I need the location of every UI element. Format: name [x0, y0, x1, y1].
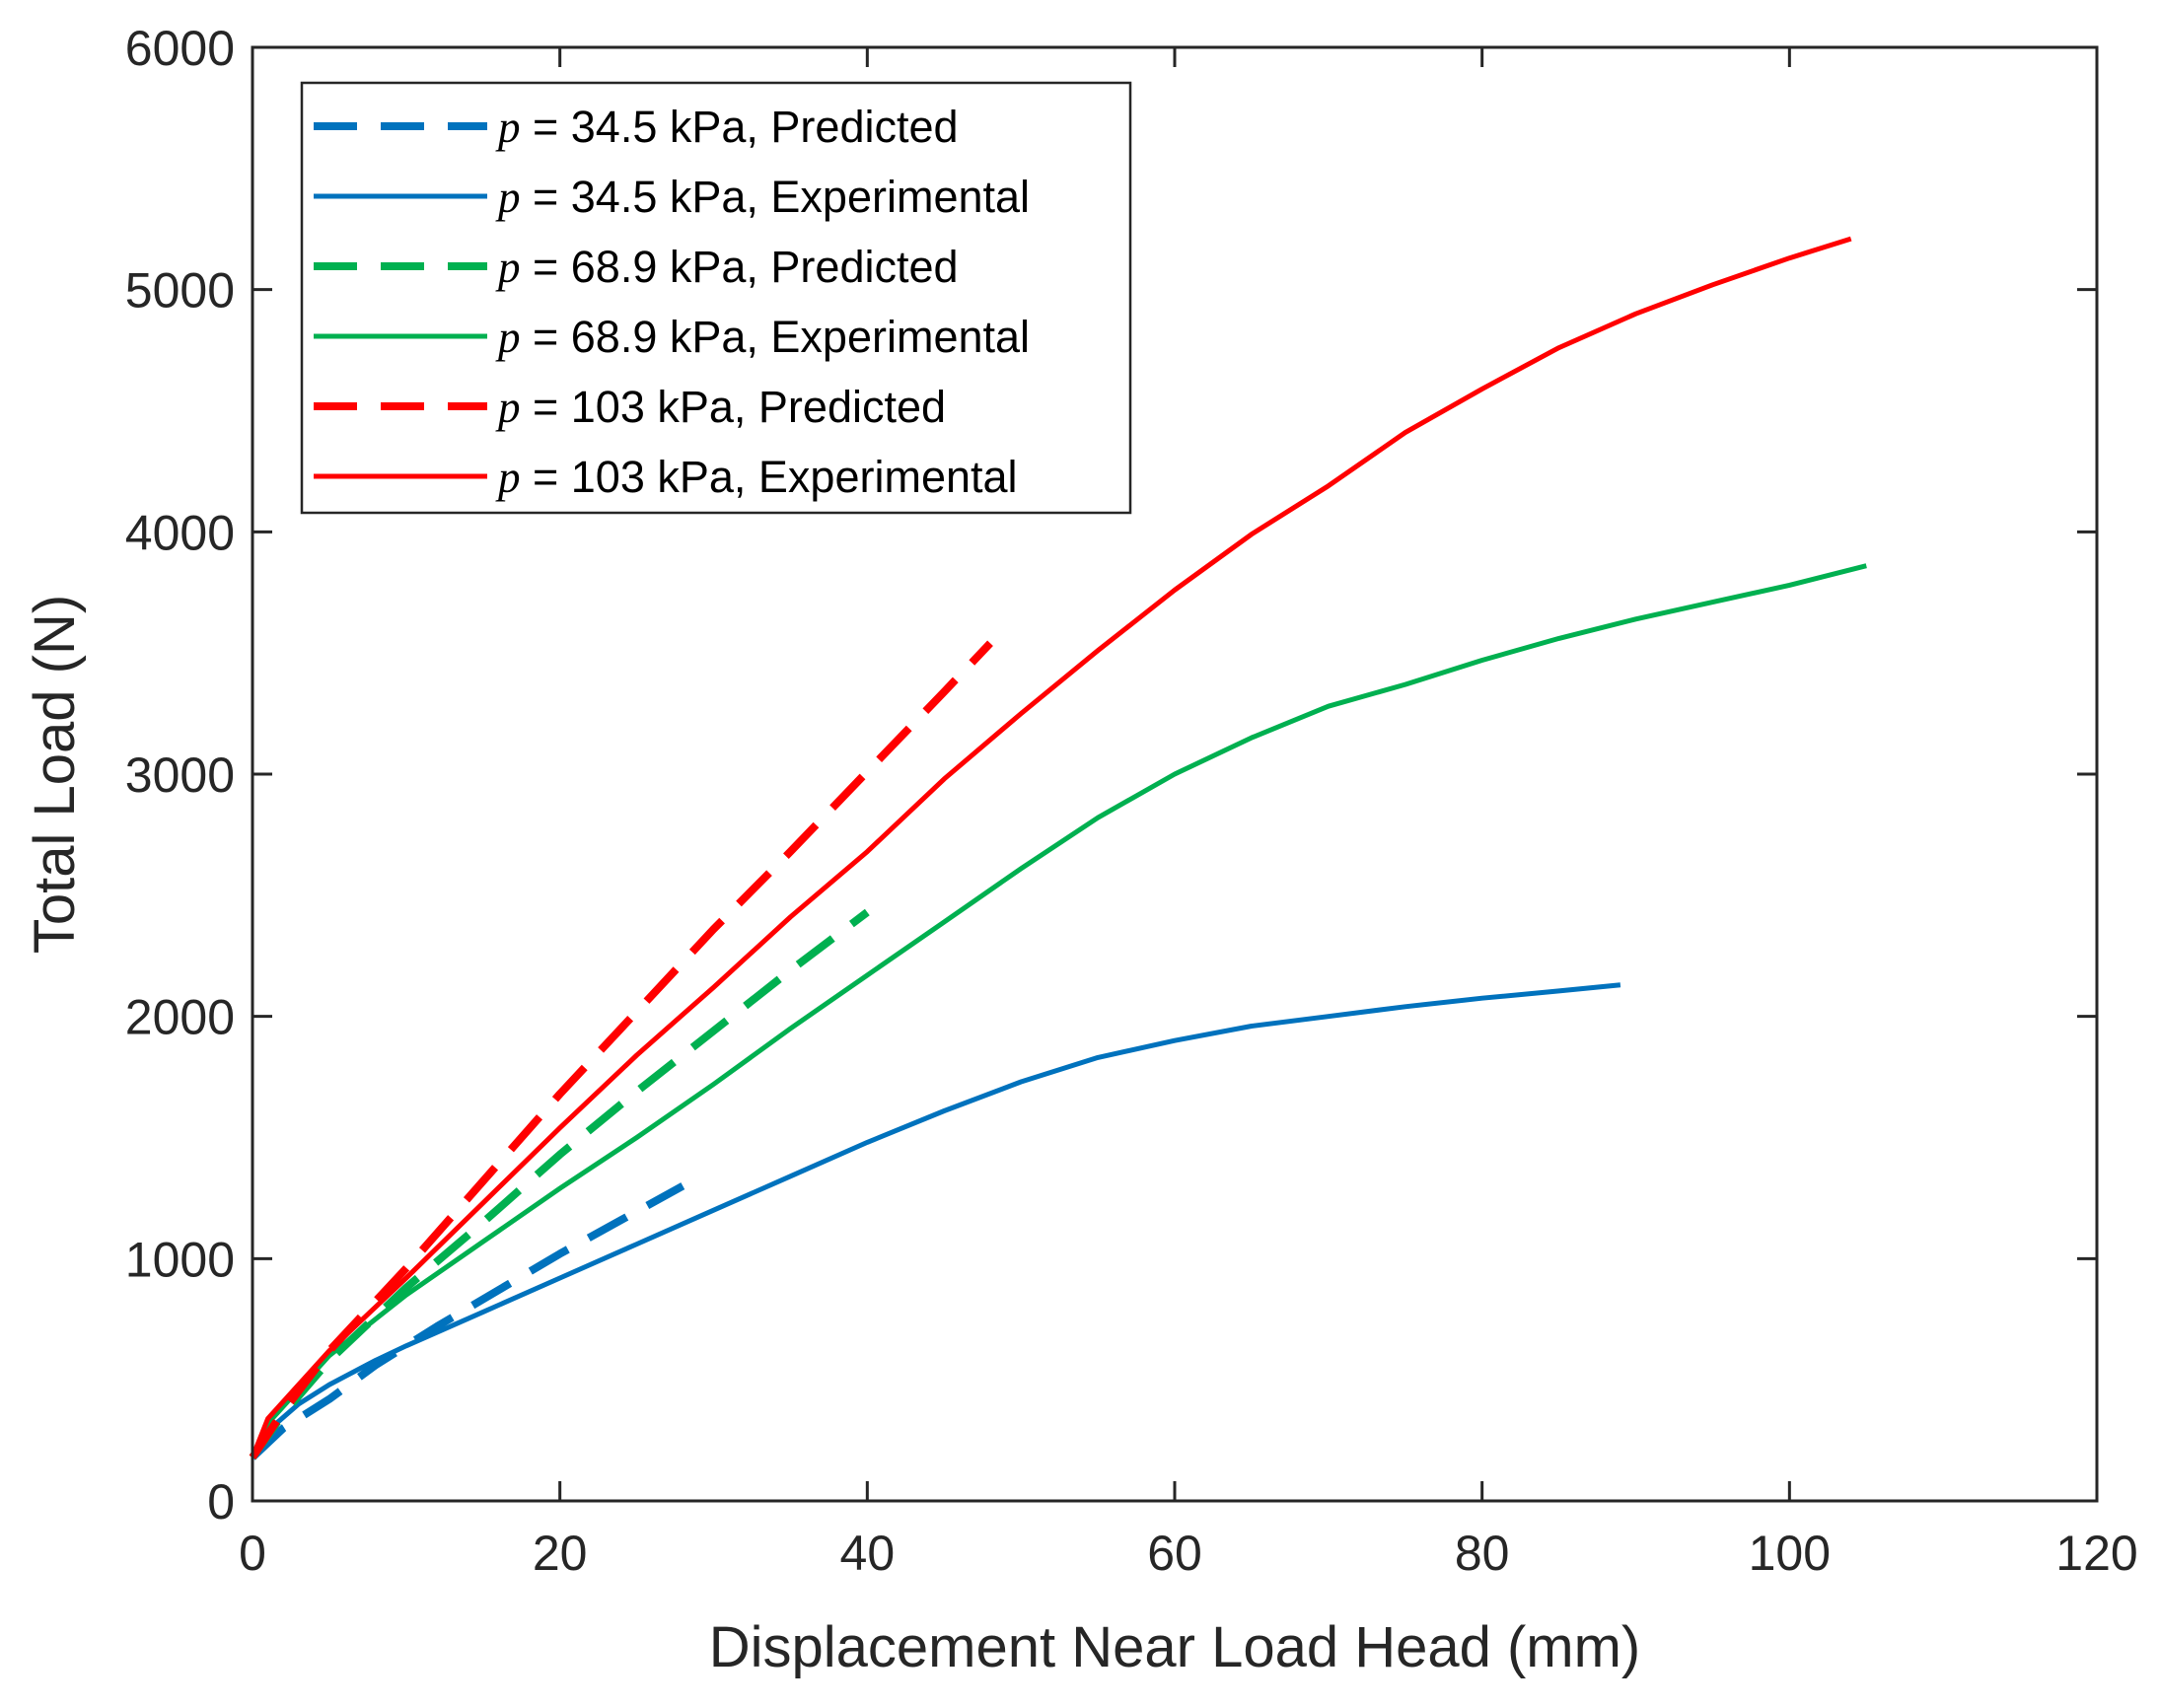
legend-label: p = 103 kPa, Experimental [495, 452, 1018, 502]
legend-symbol: p [495, 243, 521, 292]
legend-label-text: = 68.9 kPa, Predicted [521, 242, 959, 292]
x-tick-label: 60 [1147, 1526, 1202, 1581]
legend-symbol: p [495, 313, 521, 362]
series-line [250, 236, 1852, 1459]
x-tick-label: 40 [840, 1526, 896, 1581]
series-line [250, 563, 1867, 1459]
series-line [250, 982, 1621, 1459]
x-tick-label: 0 [239, 1526, 266, 1581]
legend-label-text: = 34.5 kPa, Predicted [521, 102, 959, 152]
y-tick-label: 5000 [125, 263, 235, 319]
y-axis-title: Total Load (N) [23, 595, 87, 954]
legend-symbol: p [495, 453, 521, 502]
legend-label-text: = 68.9 kPa, Experimental [521, 312, 1031, 362]
legend-label-text: = 34.5 kPa, Experimental [521, 172, 1031, 222]
legend-symbol: p [495, 383, 521, 432]
ticks-layer: 0 20 40 60 80 100 120 0 1000 2000 3000 4000 5000 6000 [125, 21, 2138, 1581]
legend-label: p = 103 kPa, Predicted [495, 382, 946, 432]
y-tick-label: 3000 [125, 747, 235, 803]
legend-symbol: p [495, 173, 521, 222]
x-tick-label: 20 [533, 1526, 588, 1581]
legend-label: p = 68.9 kPa, Predicted [495, 242, 959, 292]
legend-symbol: p [495, 103, 521, 152]
legend-label: p = 34.5 kPa, Experimental [495, 172, 1030, 222]
legend-label: p = 68.9 kPa, Experimental [495, 312, 1030, 362]
x-axis-title: Displacement Near Load Head (mm) [709, 1615, 1640, 1679]
legend-label-text: = 103 kPa, Predicted [521, 382, 947, 432]
series-line [250, 1182, 685, 1460]
x-tick-label: 120 [2055, 1526, 2137, 1581]
x-tick-label: 80 [1455, 1526, 1510, 1581]
x-tick-label: 100 [1749, 1526, 1831, 1581]
series-layer [249, 236, 1867, 1460]
y-tick-label: 1000 [125, 1232, 235, 1287]
y-tick-label: 6000 [125, 21, 235, 76]
plot-area-frame [251, 45, 2099, 1503]
y-tick-label: 4000 [125, 505, 235, 560]
legend-label-text: = 103 kPa, Experimental [521, 452, 1018, 502]
y-tick-label: 0 [207, 1474, 235, 1530]
series-line [249, 640, 993, 1460]
legend-box [300, 81, 1132, 515]
legend-label: p = 34.5 kPa, Predicted [495, 102, 959, 152]
y-tick-label: 2000 [125, 990, 235, 1045]
